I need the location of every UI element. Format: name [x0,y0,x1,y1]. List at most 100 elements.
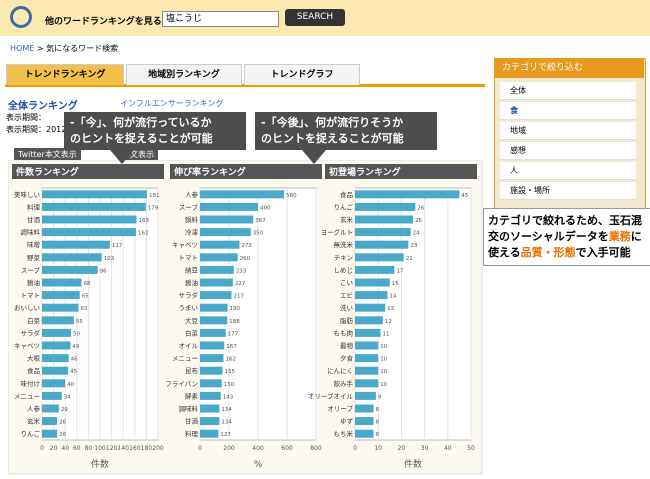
bar [200,253,238,262]
bar [355,278,390,287]
bar [200,417,220,426]
callout-line: -「今」、何が流行っているか [70,116,212,129]
tab[interactable]: トレンドグラフ [244,64,360,85]
x-tick-label: 10 [374,445,382,452]
y-tick-label: スープ [21,266,41,274]
y-tick-label: 最物 [340,341,354,350]
x-tick-label: 200 [223,445,235,452]
bar [42,366,69,375]
sidebar-item[interactable]: 人 [500,162,636,180]
bar [200,215,254,224]
value-label: 11 [383,331,390,337]
sidebar-item[interactable]: 施設・場所 [500,182,636,200]
y-tick-label: しめじ [334,266,354,274]
value-label: 150 [224,382,235,388]
bar [42,379,66,388]
y-tick-label: 野菜 [27,253,41,262]
value-label: 117 [112,243,123,249]
bar [42,429,58,438]
value-label: 40 [67,382,74,388]
bar [355,429,374,438]
subtab[interactable]: インフルエンサーランキング [120,99,224,108]
bar [200,341,225,350]
bar [355,202,416,211]
y-tick-label: キャベツ [14,342,40,350]
x-tick-label: 20 [398,445,406,452]
tab[interactable]: トレンドランキング [6,64,124,85]
y-tick-label: 納豆 [185,265,199,274]
x-tick-label: 200 [152,445,164,452]
value-label: 8 [376,420,380,426]
bar [355,366,379,375]
y-tick-label: チキン [334,254,353,262]
value-label: 63 [81,306,88,312]
note-text: で入手可能 [575,246,631,259]
x-tick-label: 120 [106,445,118,452]
bar [355,341,379,350]
sidebar-item[interactable]: 食 [500,102,636,120]
bar [355,354,379,363]
sidebar-item[interactable]: 全体 [500,82,636,100]
select[interactable]: 塩こうじ [162,11,279,27]
y-tick-label: 美味しい [14,190,40,199]
button[interactable]: Twitter本文表示 [14,148,81,161]
value-label: 29 [61,407,68,413]
bar [200,291,232,300]
search-button[interactable]: SEARCH [285,9,345,26]
value-label: 350 [253,231,264,237]
x-tick-label: 60 [73,445,81,452]
callout-arrow [302,150,326,176]
y-tick-label: 無洗米 [334,240,354,249]
callout: -「今」、何が流行っているか のヒントを捉えることが可能 [64,112,246,150]
value-label: 45 [461,193,468,199]
bar [355,291,388,300]
bar [200,366,223,375]
value-label: 190 [230,306,241,312]
value-label: 34 [64,394,71,400]
x-tick-label: 0 [353,445,357,452]
y-tick-label: 脂肪 [340,316,354,325]
value-label: 8 [376,407,380,413]
value-label: 177 [228,331,239,337]
chart-title-bar [170,164,322,179]
value-label: 15 [392,281,399,287]
value-label: 45 [70,369,77,375]
value-label: 26 [417,205,424,211]
y-tick-label: うまい [179,304,199,312]
bar [200,240,240,249]
tab[interactable]: 地域別ランキング [126,64,242,85]
value-label: 179 [148,205,159,211]
x-axis-label: 件数 [404,458,422,470]
note-text: 業務 [608,230,631,243]
subtab[interactable]: 全体ランキング [8,101,78,112]
home-link[interactable]: HOME [10,44,35,53]
x-tick-label: 400 [252,445,264,452]
bar [355,303,386,312]
value-label: 188 [229,319,240,325]
y-tick-label: 味噌 [27,240,40,249]
x-tick-label: 180 [141,445,153,452]
bar [200,429,219,438]
y-tick-label: エビ [340,291,353,300]
bar [42,417,58,426]
y-tick-label: 白菜 [27,316,41,325]
callout: -「今後」、何が流行りそうか のヒントを捉えることが可能 [255,112,437,150]
y-tick-label: 料理 [27,202,41,211]
bar [355,228,411,237]
y-tick-label: 調味料 [21,228,41,237]
callout-line: のヒントを捉えることが可能 [70,132,213,145]
y-tick-label: 大豆 [185,316,199,325]
y-tick-label: ヨーグルト [321,228,354,237]
period: 表示期間：2012- [6,125,70,134]
value-label: 26 [59,432,66,438]
bar [355,391,376,400]
note-text: に使える [488,230,642,259]
value-label: 13 [387,306,394,312]
y-tick-label: 玄米 [27,417,41,426]
period: 表示期間： [6,113,46,122]
sidebar-item[interactable]: 感想 [500,142,636,160]
sidebar-item[interactable]: 地域 [500,122,636,140]
bar [42,328,71,337]
